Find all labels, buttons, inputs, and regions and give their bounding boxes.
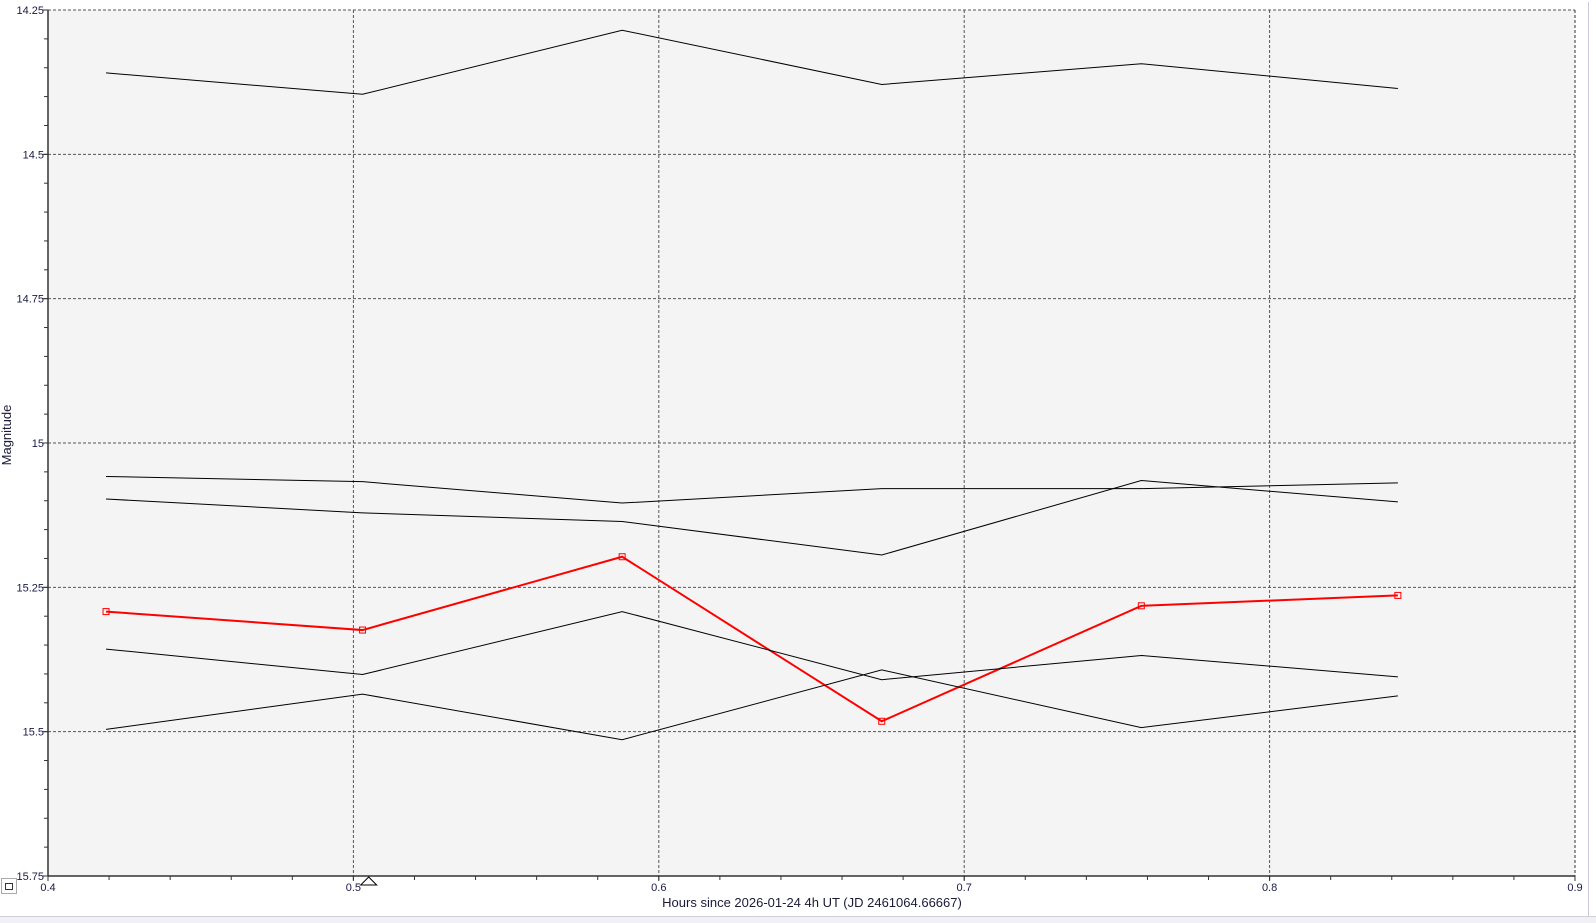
y-tick-label: 15.75	[16, 871, 44, 883]
y-tick-label: 15.5	[23, 727, 44, 739]
x-axis-title: Hours since 2026-01-24 4h UT (JD 2461064…	[662, 895, 962, 910]
y-axis-title: Magnitude	[0, 405, 14, 466]
series-line-comp4	[105, 611, 1398, 681]
panel-border	[1588, 2, 1589, 916]
series-line-comp5	[105, 669, 1398, 741]
y-tick-label: 14.75	[16, 294, 44, 306]
data-point-target	[359, 626, 367, 634]
y-tick-label: 14.5	[23, 149, 44, 161]
x-tick-label: 0.4	[40, 882, 55, 894]
y-tick-label: 14.25	[16, 5, 44, 17]
y-tick-label: 15	[32, 438, 44, 450]
series-line-comp2	[106, 475, 1398, 504]
series-line-comp3	[105, 480, 1398, 556]
horizontal-scrollbar[interactable]	[0, 916, 1596, 923]
series-line-target	[105, 555, 1398, 723]
time-marker-triangle-icon	[359, 876, 378, 886]
data-point-target	[878, 717, 886, 725]
y-tick-label: 15.25	[16, 582, 44, 594]
x-tick-label: 0.8	[1262, 882, 1277, 894]
data-point-target	[1394, 591, 1402, 599]
x-tick-label: 0.7	[957, 882, 972, 894]
corner-toggle-button[interactable]	[1, 878, 17, 894]
x-tick-label: 0.9	[1567, 882, 1582, 894]
x-tick-label: 0.5	[346, 882, 361, 894]
square-icon	[5, 882, 13, 890]
data-point-target	[618, 553, 626, 561]
series-line-comp1	[105, 29, 1398, 95]
data-point-target	[102, 608, 110, 616]
data-point-target	[1137, 602, 1145, 610]
x-tick-label: 0.6	[651, 882, 666, 894]
